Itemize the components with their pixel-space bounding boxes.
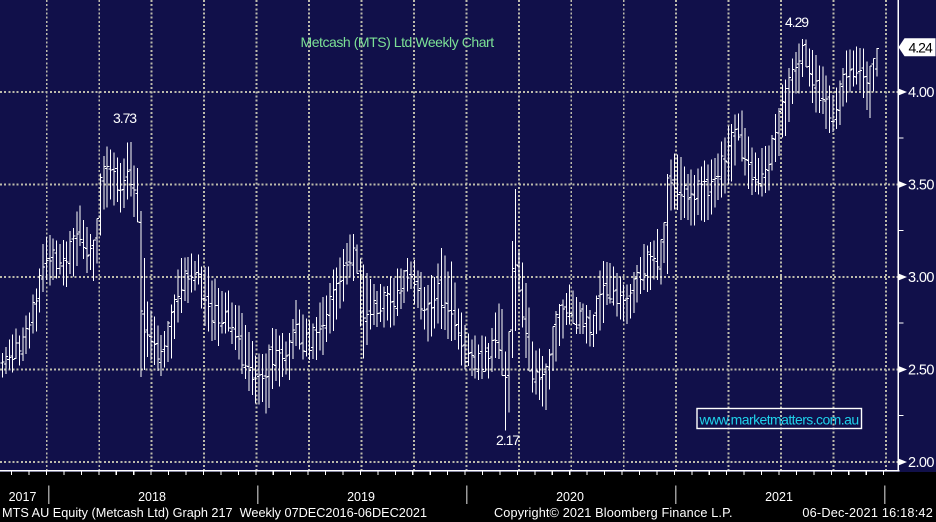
svg-text:2020: 2020 (556, 490, 584, 504)
svg-text:4.29: 4.29 (785, 14, 809, 30)
svg-text:2.50: 2.50 (908, 363, 934, 379)
svg-text:06-Dec-2021 16:18:42: 06-Dec-2021 16:18:42 (802, 506, 933, 520)
svg-text:3.73: 3.73 (113, 110, 137, 126)
svg-text:4.00: 4.00 (908, 85, 934, 101)
svg-text:MTS AU Equity (Metcash Ltd) Gr: MTS AU Equity (Metcash Ltd) Graph 217 We… (2, 506, 427, 520)
svg-text:2019: 2019 (347, 490, 375, 504)
svg-text:2.17: 2.17 (496, 432, 520, 448)
svg-text:4.24: 4.24 (909, 39, 933, 55)
svg-text:2021: 2021 (765, 490, 793, 504)
svg-text:3.00: 3.00 (908, 270, 934, 286)
svg-text:Copyright© 2021 Bloomberg Fina: Copyright© 2021 Bloomberg Finance L.P. (494, 506, 733, 520)
svg-text:www.marketmatters.com.au: www.marketmatters.com.au (699, 412, 859, 428)
svg-text:3.50: 3.50 (908, 178, 934, 194)
svg-text:2017: 2017 (9, 490, 37, 504)
svg-text:Metcash (MTS) Ltd Weekly Chart: Metcash (MTS) Ltd Weekly Chart (301, 34, 495, 50)
svg-text:2018: 2018 (138, 490, 166, 504)
svg-text:2.00: 2.00 (908, 455, 934, 471)
